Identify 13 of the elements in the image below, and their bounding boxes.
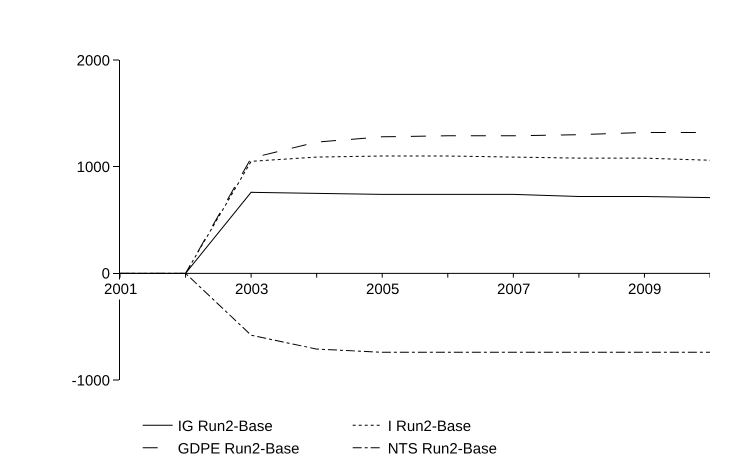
x-tick-label: 2007	[497, 281, 530, 298]
legend-label: I Run2-Base	[388, 418, 472, 436]
legend-label: IG Run2-Base	[178, 418, 273, 436]
y-tick-label: 0	[102, 266, 110, 283]
x-tick-label: 2001	[104, 281, 138, 298]
x-tick-label: 2009	[628, 281, 662, 298]
x-tick-label: 2005	[366, 281, 400, 298]
x-tick-label: 2003	[235, 281, 268, 298]
y-tick-label: 1000	[76, 158, 110, 176]
legend-label: GDPE Run2-Base	[178, 440, 300, 458]
legend-label: NTS Run2-Base	[388, 440, 497, 458]
y-tick-label: -1000	[72, 372, 110, 390]
y-tick-label: 2000	[76, 52, 110, 70]
